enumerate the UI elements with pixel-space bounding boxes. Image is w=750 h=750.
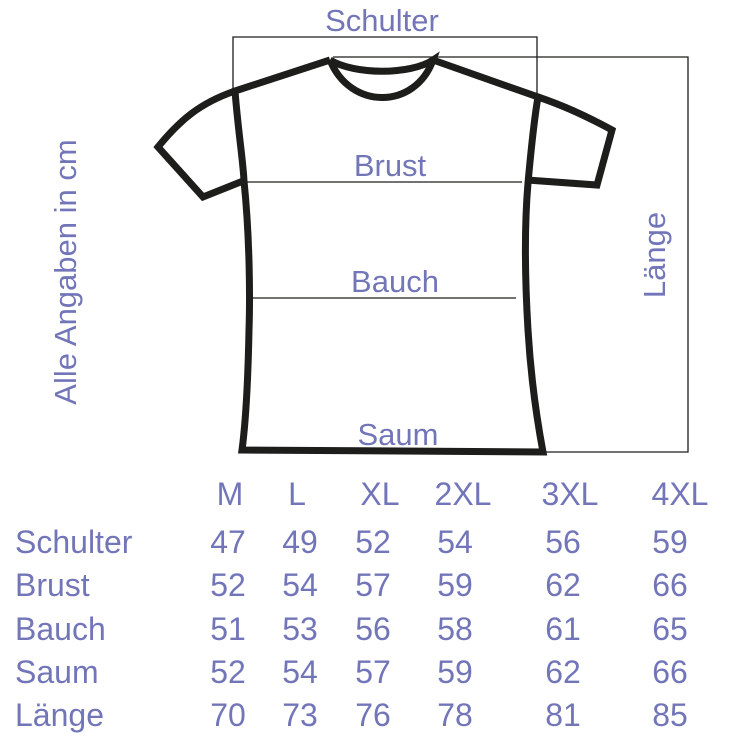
size-header: 3XL (542, 476, 599, 512)
hem-label: Saum (358, 417, 439, 452)
table-cell: 47 (210, 524, 246, 560)
units-note: Alle Angaben in cm (48, 139, 83, 404)
size-header: M (217, 476, 244, 512)
chest-label: Brust (354, 148, 427, 183)
size-table: M L XL 2XL 3XL 4XL Schulter 47 49 52 54 56 59 Brust 52… (15, 476, 708, 733)
table-cell: 70 (210, 697, 246, 733)
row-label: Länge (15, 697, 104, 733)
table-cell: 73 (282, 697, 318, 733)
table-cell: 66 (652, 567, 688, 603)
table-cell: 85 (652, 697, 688, 733)
table-cell: 58 (437, 611, 473, 647)
table-cell: 78 (437, 697, 473, 733)
table-cell: 62 (545, 567, 581, 603)
table-cell: 56 (545, 524, 581, 560)
table-cell: 56 (355, 611, 391, 647)
table-cell: 62 (545, 654, 581, 690)
size-header: 4XL (652, 476, 709, 512)
row-label: Saum (15, 654, 99, 690)
table-cell: 66 (652, 654, 688, 690)
table-cell: 57 (355, 654, 391, 690)
size-header: 2XL (435, 476, 492, 512)
row-label: Bauch (15, 611, 106, 647)
row-label: Brust (15, 567, 90, 603)
table-cell: 57 (355, 567, 391, 603)
length-measure-line (333, 56, 689, 453)
table-cell: 53 (282, 611, 318, 647)
table-cell: 54 (282, 654, 318, 690)
table-cell: 61 (545, 611, 581, 647)
belly-label: Bauch (351, 264, 439, 299)
size-header: XL (360, 476, 399, 512)
table-cell: 49 (282, 524, 318, 560)
table-cell: 51 (210, 611, 246, 647)
length-label: Länge (637, 212, 672, 298)
row-label: Schulter (15, 524, 133, 560)
table-cell: 81 (545, 697, 581, 733)
shoulder-measure-line (232, 36, 538, 97)
table-cell: 59 (437, 567, 473, 603)
table-cell: 59 (652, 524, 688, 560)
table-cell: 54 (282, 567, 318, 603)
table-cell: 65 (652, 611, 688, 647)
table-cell: 52 (355, 524, 391, 560)
tshirt-outline (153, 51, 617, 456)
table-cell: 52 (210, 654, 246, 690)
size-header: L (288, 476, 306, 512)
table-cell: 54 (437, 524, 473, 560)
table-cell: 59 (437, 654, 473, 690)
table-cell: 76 (355, 697, 391, 733)
table-cell: 52 (210, 567, 246, 603)
shoulder-label: Schulter (325, 3, 439, 38)
